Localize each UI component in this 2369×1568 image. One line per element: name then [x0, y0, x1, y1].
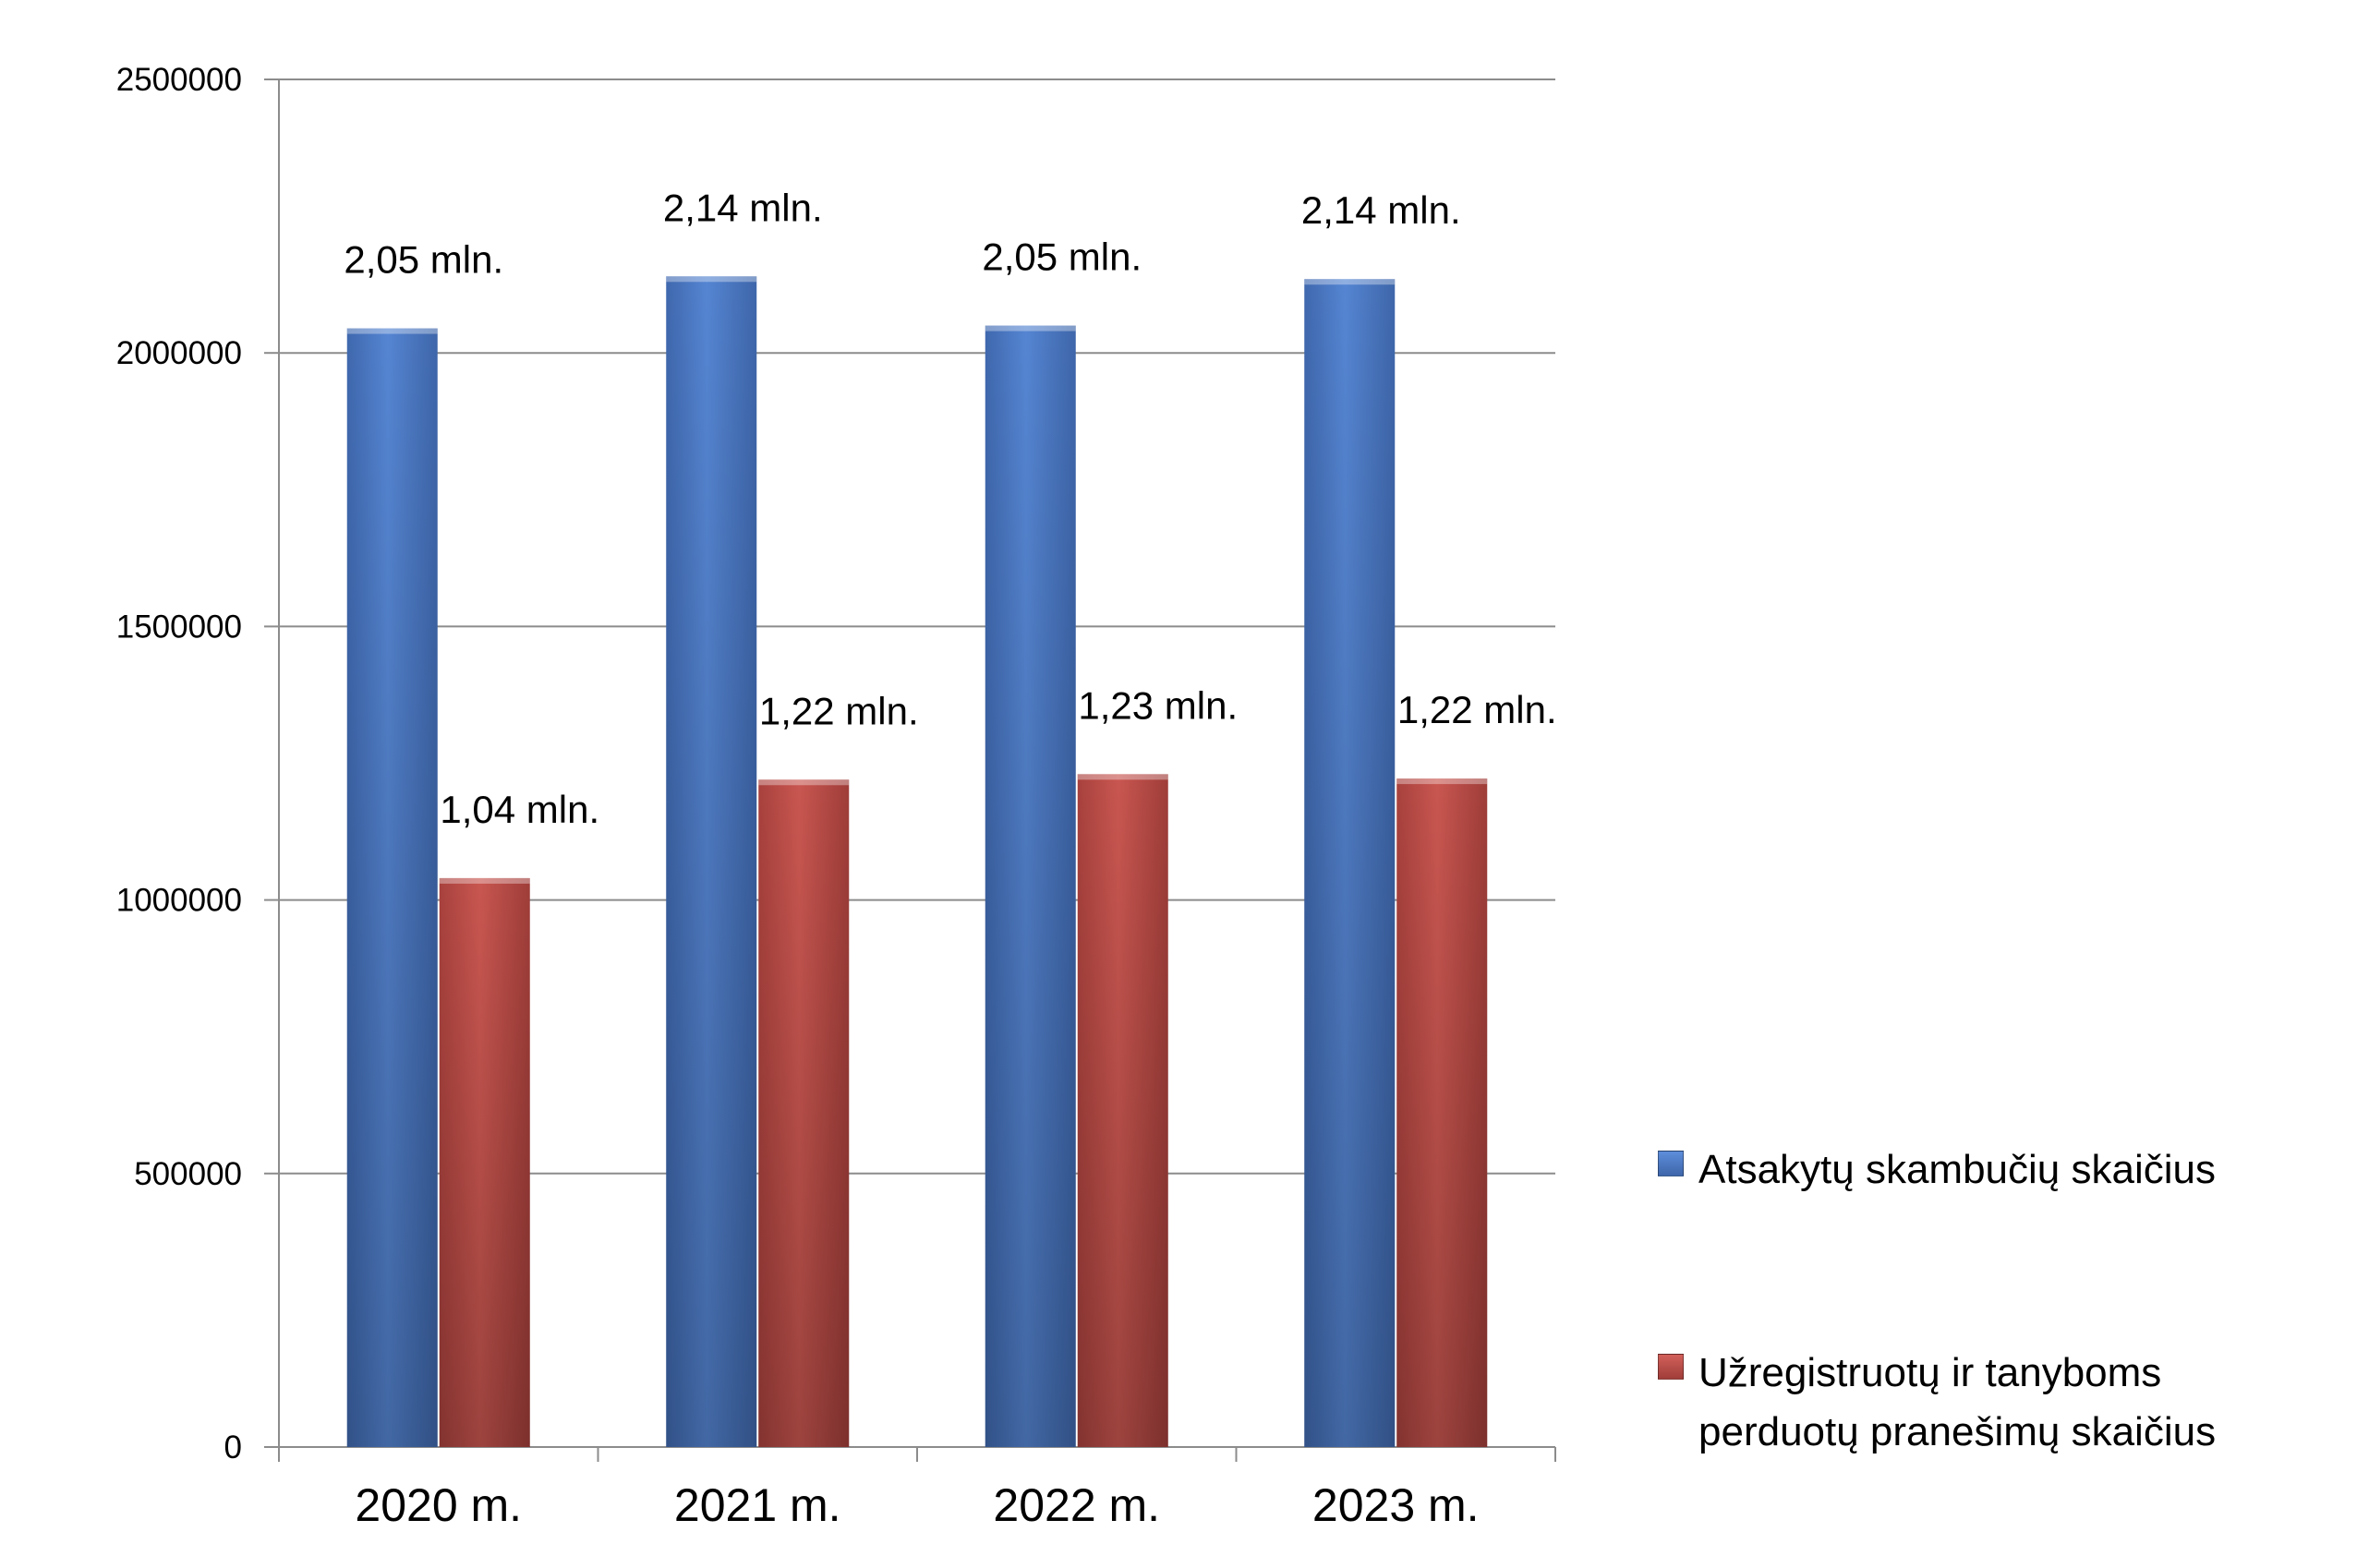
bar [758, 779, 850, 1447]
x-tick-label: 2022 m. [993, 1479, 1160, 1531]
y-tick-label: 1000000 [116, 883, 242, 919]
data-label: 1,23 mln. [1078, 683, 1238, 727]
bar-bevel [666, 276, 757, 283]
data-label: 1,04 mln. [440, 788, 599, 831]
data-label: 1,22 mln. [1397, 688, 1557, 731]
y-tick-label: 500000 [134, 1156, 242, 1192]
bar-shade [758, 779, 850, 1447]
legend-swatch-red [1658, 1354, 1684, 1380]
legend-item-series-1: Atsakytų skambučių skaičius [1658, 1140, 2290, 1200]
bar-bevel [985, 325, 1076, 332]
bars [346, 276, 1488, 1448]
bar [1304, 279, 1396, 1447]
x-tick-label: 2023 m. [1312, 1479, 1480, 1531]
bar-shade [1396, 778, 1488, 1447]
legend-item-series-2: Užregistruotų ir tanyboms perduotų prane… [1658, 1344, 2290, 1462]
bar-bevel [346, 328, 438, 334]
data-label: 2,05 mln. [344, 238, 503, 282]
bar [1077, 774, 1168, 1447]
x-tick-label: 2020 m. [355, 1479, 522, 1531]
y-tick-label: 2000000 [116, 335, 242, 371]
bar [1396, 778, 1488, 1447]
bar-shade [666, 276, 757, 1447]
bar-shade [439, 877, 530, 1447]
x-tick-label: 2021 m. [674, 1479, 841, 1531]
bar [985, 325, 1076, 1448]
bar-bevel [439, 877, 530, 884]
data-label: 1,22 mln. [759, 689, 919, 732]
bar [439, 877, 530, 1447]
bar [346, 328, 438, 1447]
data-labels: 2,05 mln. 2,14 mln. 2,05 mln. 2,14 mln. 1,04… [344, 186, 1556, 831]
bar-bevel [1077, 774, 1168, 780]
data-label: 2,14 mln. [663, 186, 823, 229]
data-label: 2,05 mln. [982, 235, 1142, 279]
bar-bevel [758, 779, 850, 786]
data-label: 2,14 mln. [1301, 188, 1461, 232]
bar-bevel [1304, 279, 1396, 285]
bar-shade [346, 328, 438, 1447]
legend-label: Atsakytų skambučių skaičius [1698, 1147, 2216, 1192]
y-tick-label: 2500000 [116, 62, 242, 98]
bar-shade [1304, 279, 1396, 1447]
legend-label: Užregistruotų ir tanyboms perduotų prane… [1698, 1350, 2217, 1454]
y-tick-label: 1500000 [116, 609, 242, 645]
legend-swatch-blue [1658, 1151, 1684, 1176]
bar-shade [1077, 774, 1168, 1447]
y-tick-label: 0 [224, 1429, 242, 1465]
bar-bevel [1396, 778, 1488, 785]
bar-shade [985, 325, 1076, 1448]
bar [666, 276, 757, 1447]
